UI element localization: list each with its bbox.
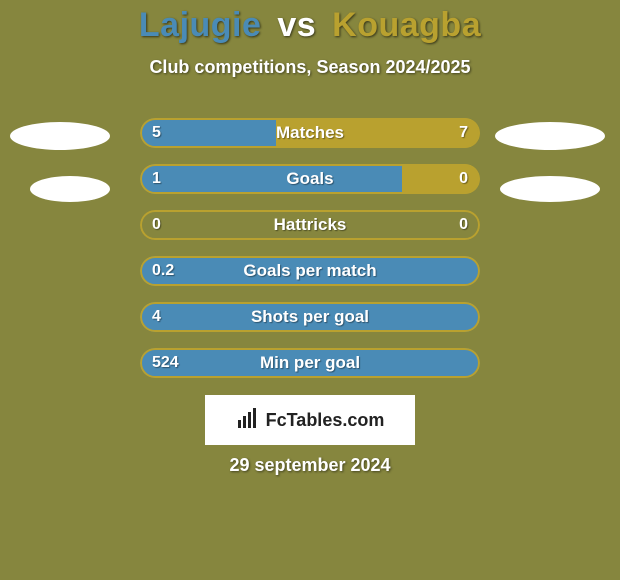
page-title: Lajugie vs Kouagba [0, 0, 620, 45]
decorative-ellipse [500, 176, 600, 202]
comparison-canvas: Lajugie vs Kouagba Club competitions, Se… [0, 0, 620, 580]
decorative-ellipse [10, 122, 110, 150]
stat-bar-left-value: 0 [152, 210, 161, 240]
stat-bar-row: 0 0Hattricks [140, 210, 480, 240]
player1-name: Lajugie [139, 6, 262, 44]
stat-bar-label: Hattricks [140, 210, 480, 240]
snapshot-date: 29 september 2024 [0, 455, 620, 476]
stat-bar-right-fill [402, 164, 480, 194]
stat-bar-row: 4Shots per goal [140, 302, 480, 332]
stat-bar-row: 0.2Goals per match [140, 256, 480, 286]
stat-bar-left-fill [140, 348, 480, 378]
stat-bar-row: 524Min per goal [140, 348, 480, 378]
stat-bar-right-value: 0 [459, 210, 468, 240]
fctables-logo: FcTables.com [205, 395, 415, 445]
decorative-ellipse [30, 176, 110, 202]
stat-bar-border [140, 210, 480, 240]
stat-bar-left-fill [140, 302, 480, 332]
logo-text: FcTables.com [266, 410, 385, 431]
player2-name: Kouagba [332, 6, 481, 44]
stat-bars-container: 57Matches 10Goals 0 0Hattricks 0.2Goals per … [0, 118, 620, 394]
stat-bar-row: 57Matches [140, 118, 480, 148]
subtitle: Club competitions, Season 2024/2025 [0, 57, 620, 78]
stat-bar-right-fill [276, 118, 480, 148]
decorative-ellipse [495, 122, 605, 150]
stat-bar-row: 10Goals [140, 164, 480, 194]
stat-bar-left-fill [140, 256, 480, 286]
stat-bar-left-fill [140, 118, 276, 148]
stat-bar-left-fill [140, 164, 402, 194]
vs-label: vs [277, 6, 316, 44]
chart-icon [236, 406, 260, 435]
